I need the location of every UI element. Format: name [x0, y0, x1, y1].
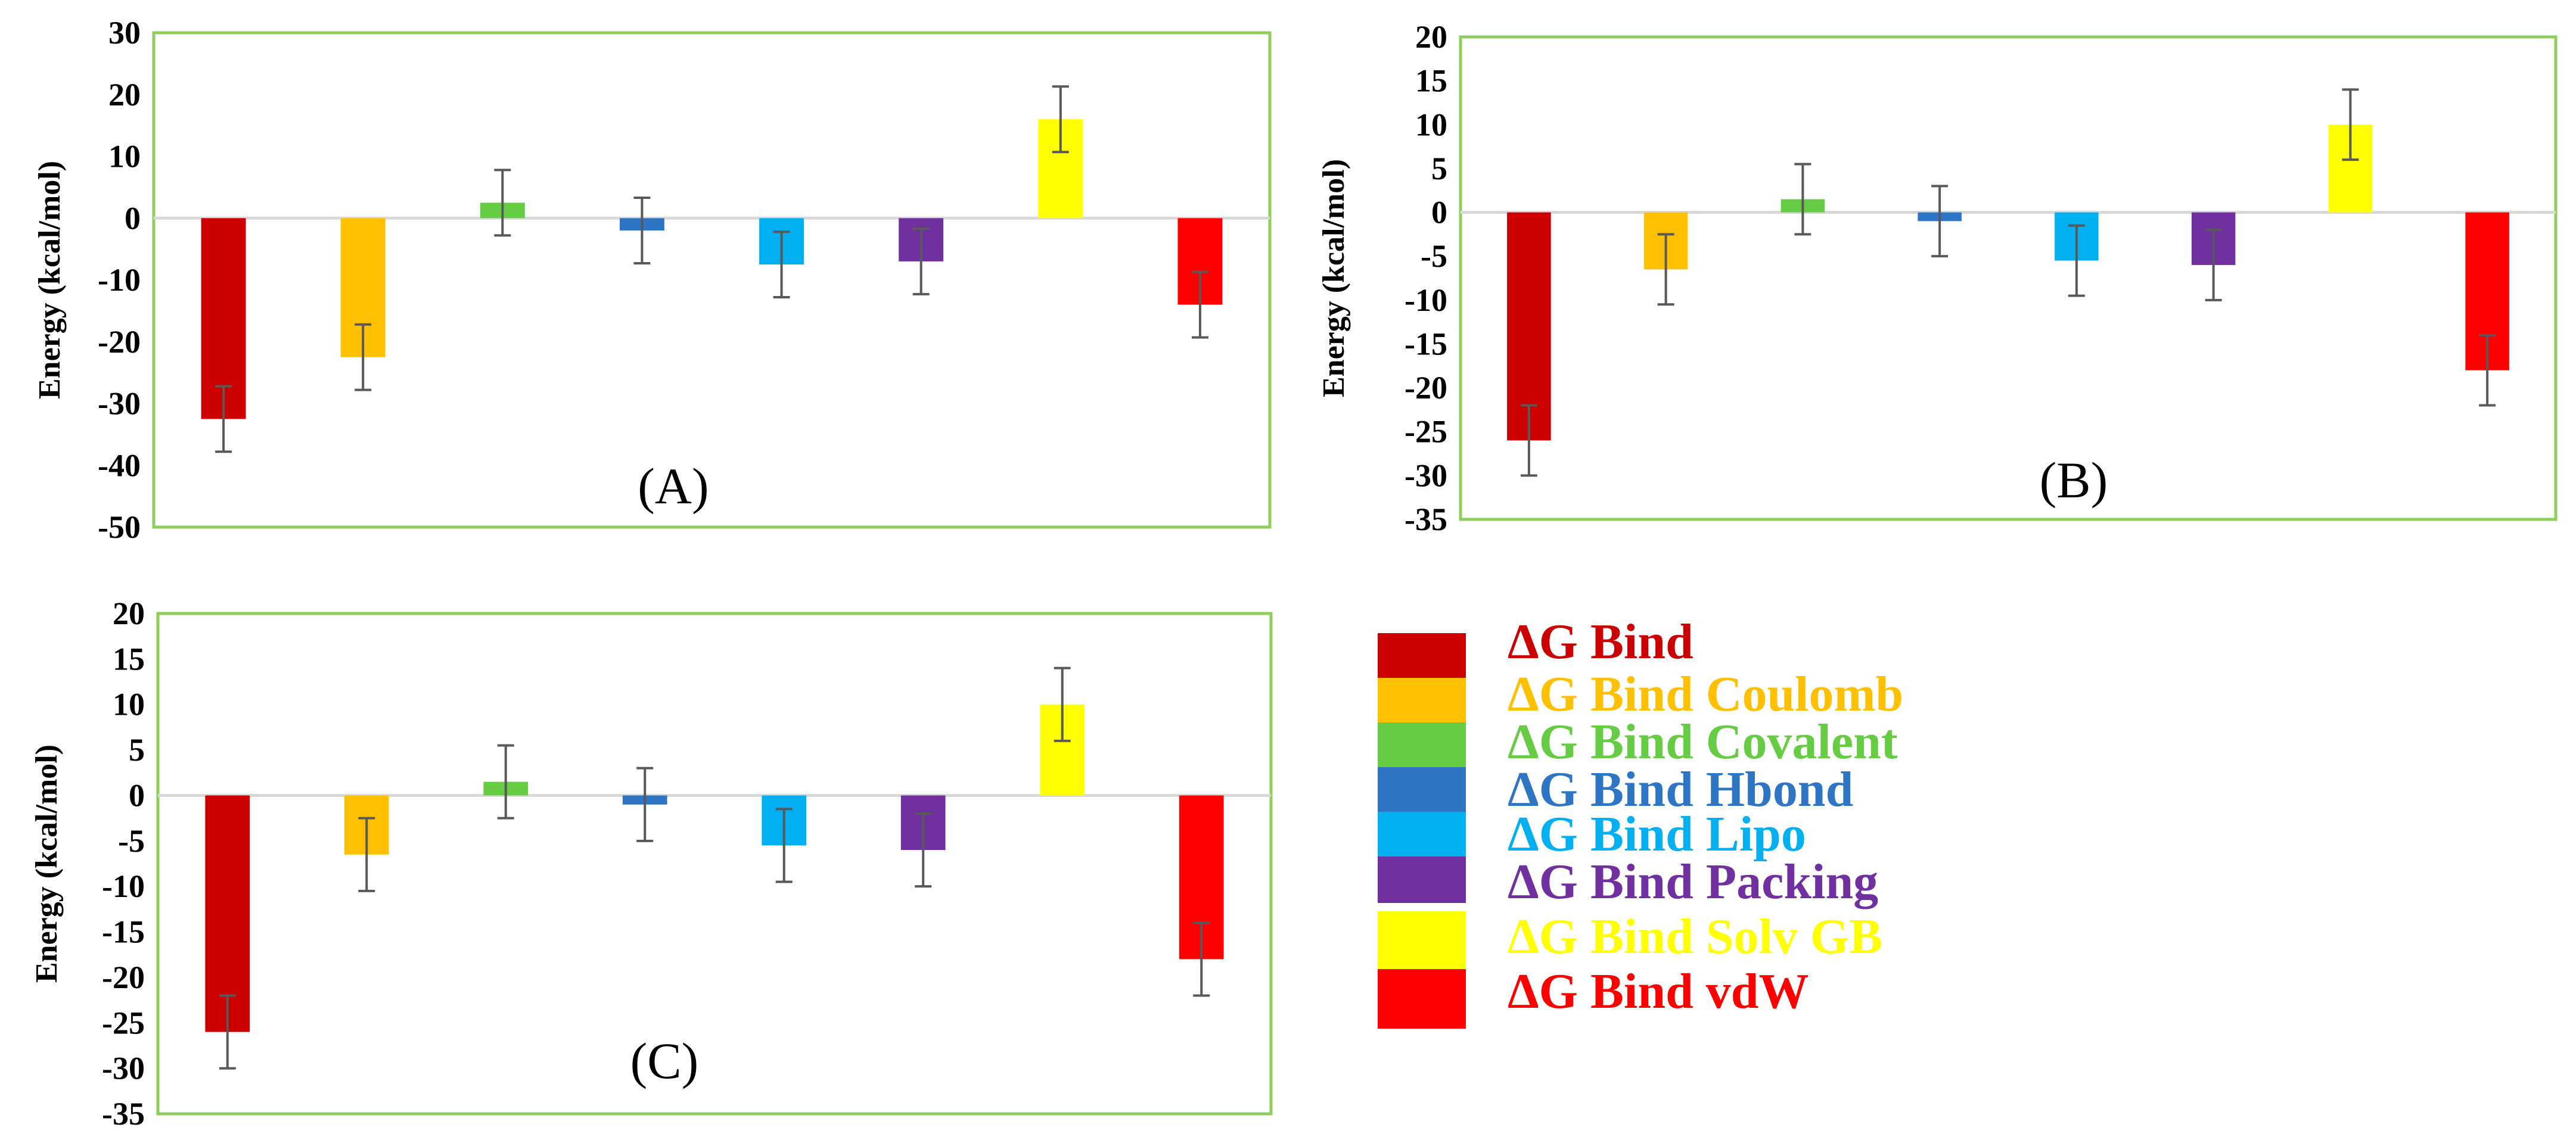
panel-a: 30 20 10 0 -10 -20 -30 -40 -50 (A) Energy (kcal/mo… [33, 15, 1272, 545]
y-tick-label: -30 [98, 386, 141, 422]
y-tick-label: 10 [113, 687, 145, 722]
y-tick-label: -40 [98, 447, 141, 483]
y-tick-label: -10 [102, 868, 145, 904]
y-tick-label: -30 [1404, 457, 1447, 493]
y-axis-label: Energy (kcal/mol) [33, 161, 67, 399]
y-tick-label: -35 [1404, 502, 1447, 537]
legend-swatch-2 [1378, 678, 1466, 724]
y-tick-label: -5 [1421, 238, 1447, 274]
y-tick-label: 15 [113, 641, 145, 677]
y-tick-label: -25 [1404, 414, 1447, 450]
y-tick-label: -5 [118, 823, 145, 859]
legend-swatch-1 [1378, 633, 1466, 680]
panel-label: (B) [2040, 451, 2108, 509]
panel-b: 20 15 10 5 0 -5 -10 -15 -20 -25 -30 -35 (B) Energy (k… [1317, 19, 2558, 537]
legend-label-2: ΔG Bind Coulomb [1508, 667, 1903, 722]
y-tick-label: -50 [98, 509, 141, 545]
y-tick-label: 5 [129, 732, 145, 768]
bar-1 [1507, 212, 1551, 441]
panel-label: (A) [638, 457, 709, 515]
y-tick-label: 5 [1431, 151, 1447, 186]
legend-label-6: ΔG Bind Packing [1508, 854, 1878, 910]
y-tick-label: 20 [1415, 19, 1447, 55]
y-tick-label: -15 [102, 914, 145, 950]
y-tick-label: -10 [98, 262, 141, 298]
plot-frame [156, 612, 1273, 1116]
legend-swatch-4 [1378, 767, 1466, 814]
bar-1 [205, 795, 250, 1032]
y-tick-label: 0 [125, 200, 141, 236]
legend-swatch-8 [1378, 969, 1466, 1029]
y-tick-label: 0 [1431, 195, 1447, 231]
y-tick-label: 20 [113, 596, 145, 631]
y-tick-label: -35 [102, 1096, 145, 1132]
y-tick-label: -20 [98, 324, 141, 360]
panel-label: (C) [630, 1032, 699, 1089]
y-tick-label: 10 [1415, 107, 1447, 142]
y-tick-label: 10 [108, 139, 141, 175]
legend-label-7: ΔG Bind Solv GB [1508, 909, 1882, 964]
y-tick-label: 0 [129, 777, 145, 813]
y-tick-label: -25 [102, 1005, 145, 1041]
legend-label-4: ΔG Bind Hbond [1508, 762, 1853, 817]
y-axis-label: Energy (kcal/mol) [30, 745, 64, 983]
y-tick-label: 15 [1415, 63, 1447, 99]
legend-swatch-6 [1378, 857, 1466, 903]
legend-label-1: ΔG Bind [1508, 614, 1693, 669]
y-tick-label: -15 [1404, 326, 1447, 362]
y-tick-label: -30 [102, 1051, 145, 1086]
legend-swatch-3 [1378, 722, 1466, 769]
y-tick-label: -20 [1404, 370, 1447, 406]
plot-frame [1459, 35, 2558, 521]
legend-swatch-7 [1378, 911, 1466, 971]
panel-c: 20 15 10 5 0 -5 -10 -15 -20 -25 -30 -35 (C) Energy (k… [30, 596, 1273, 1132]
y-tick-label: 30 [108, 15, 141, 51]
y-tick-label: 20 [108, 77, 141, 113]
y-axis-label: Energy (kcal/mol) [1317, 159, 1351, 397]
legend-swatch-5 [1378, 812, 1466, 858]
y-tick-label: -20 [102, 960, 145, 995]
plot-frame [152, 31, 1272, 529]
legend-label-3: ΔG Bind Covalent [1508, 714, 1898, 770]
legend-label-8: ΔG Bind vdW [1508, 964, 1809, 1019]
legend-label-5: ΔG Bind Lipo [1508, 806, 1806, 862]
y-tick-label: -10 [1404, 282, 1447, 318]
